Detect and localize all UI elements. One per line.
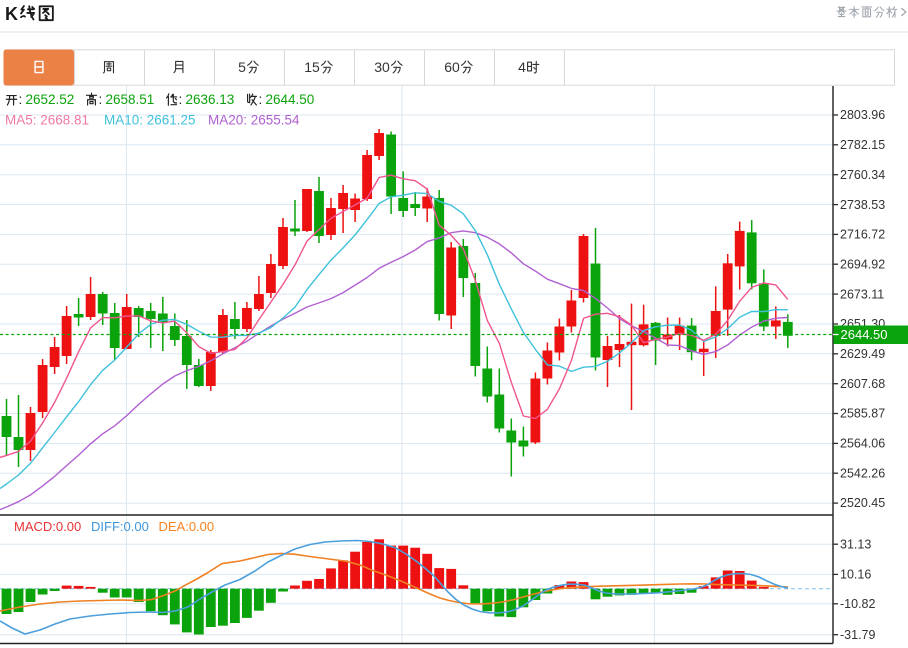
svg-text:2644.50: 2644.50 (841, 327, 888, 342)
svg-text:30: 30 (374, 59, 390, 75)
svg-text:4: 4 (518, 59, 526, 75)
svg-text:2652.52: 2652.52 (26, 92, 75, 107)
svg-text:-10.82: -10.82 (840, 597, 875, 611)
svg-text:K: K (5, 4, 18, 24)
svg-text:60: 60 (444, 59, 460, 75)
svg-text:2738.53: 2738.53 (840, 198, 885, 212)
svg-text:2782.15: 2782.15 (840, 138, 885, 152)
svg-text::: : (19, 92, 23, 107)
svg-text:2716.72: 2716.72 (840, 228, 885, 242)
svg-text:15: 15 (304, 59, 320, 75)
svg-text:2542.26: 2542.26 (840, 466, 885, 480)
svg-text:MA5: 2668.81: MA5: 2668.81 (5, 113, 89, 128)
svg-text:2644.50: 2644.50 (266, 92, 315, 107)
svg-text:2629.49: 2629.49 (840, 347, 885, 361)
svg-text:2636.13: 2636.13 (186, 92, 235, 107)
svg-text::: : (99, 92, 103, 107)
svg-text:2803.96: 2803.96 (840, 108, 885, 122)
svg-text::: : (179, 92, 183, 107)
svg-text:2520.45: 2520.45 (840, 496, 885, 510)
svg-text:DIFF:0.00: DIFF:0.00 (91, 519, 149, 534)
svg-text:-31.79: -31.79 (840, 628, 875, 642)
svg-text:2760.34: 2760.34 (840, 168, 885, 182)
svg-text:MACD:0.00: MACD:0.00 (14, 519, 81, 534)
svg-text::: : (259, 92, 263, 107)
svg-text:2607.68: 2607.68 (840, 377, 885, 391)
svg-text:2658.51: 2658.51 (106, 92, 155, 107)
svg-text:2585.87: 2585.87 (840, 407, 885, 421)
svg-text:DEA:0.00: DEA:0.00 (159, 519, 215, 534)
svg-text:5: 5 (238, 59, 246, 75)
svg-text:10.16: 10.16 (840, 568, 871, 582)
svg-text:2564.06: 2564.06 (840, 437, 885, 451)
svg-text:2694.92: 2694.92 (840, 257, 885, 271)
svg-text:MA20: 2655.54: MA20: 2655.54 (208, 113, 300, 128)
svg-text:2673.11: 2673.11 (840, 287, 884, 301)
svg-text:MA10: 2661.25: MA10: 2661.25 (104, 113, 196, 128)
svg-text:31.13: 31.13 (840, 537, 871, 551)
